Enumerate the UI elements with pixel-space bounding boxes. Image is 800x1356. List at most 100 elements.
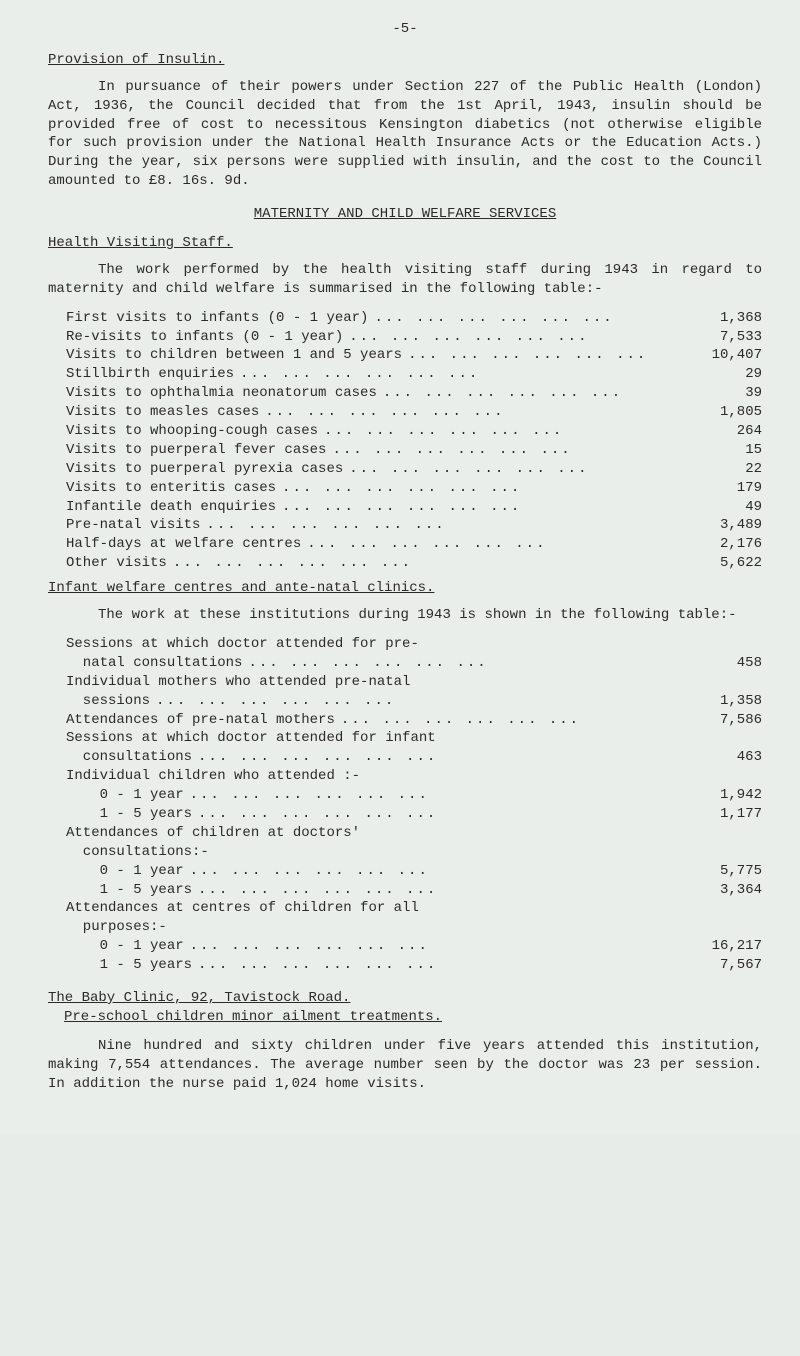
table-row: First visits to infants (0 - 1 year) ...… [66,309,762,328]
stat-value: 22 [702,460,762,479]
stat-label: First visits to infants (0 - 1 year) [66,309,368,328]
infant-welfare-table: Sessions at which doctor attended for pr… [66,635,762,975]
leader-dots: ... ... ... ... ... ... [343,328,702,347]
insulin-paragraph: In pursuance of their powers under Secti… [48,78,762,191]
table-row: 0 - 1 year ... ... ... ... ... ...16,217 [66,937,762,956]
stat-label: Attendances at centres of children for a… [66,899,419,918]
stat-label: Visits to children between 1 and 5 years [66,346,402,365]
table-row: Visits to enteritis cases ... ... ... ..… [66,479,762,498]
stat-value: 16,217 [702,937,762,956]
leader-dots: ... ... ... ... ... ... [184,862,702,881]
table-row: Attendances at centres of children for a… [66,899,762,918]
health-visiting-table: First visits to infants (0 - 1 year) ...… [66,309,762,573]
leader-dots: ... ... ... ... ... ... [167,554,702,573]
table-row: Individual mothers who attended pre-nata… [66,673,762,692]
table-row: 0 - 1 year ... ... ... ... ... ...1,942 [66,786,762,805]
stat-value: 39 [702,384,762,403]
table-row: Re-visits to infants (0 - 1 year) ... ..… [66,328,762,347]
table-row: Infantile death enquiries ... ... ... ..… [66,498,762,517]
stat-value: 3,364 [702,881,762,900]
leader-dots: ... ... ... ... ... ... [368,309,702,328]
table-row: 1 - 5 years ... ... ... ... ... ...7,567 [66,956,762,975]
leader-dots: ... ... ... ... ... ... [150,692,702,711]
stat-label: 1 - 5 years [66,956,192,975]
stat-label: purposes:- [66,918,167,937]
leader-dots: ... ... ... ... ... ... [234,365,702,384]
leader-dots: ... ... ... ... ... ... [276,479,702,498]
health-visiting-para: The work performed by the health visitin… [48,261,762,299]
stat-value: 264 [702,422,762,441]
stat-label: Visits to whooping-cough cases [66,422,318,441]
leader-dots: ... ... ... ... ... ... [192,805,702,824]
table-row: Visits to ophthalmia neonatorum cases ..… [66,384,762,403]
stat-value: 179 [702,479,762,498]
leader-dots: ... ... ... ... ... ... [377,384,702,403]
stat-label: Attendances of children at doctors' [66,824,360,843]
stat-label: Half-days at welfare centres [66,535,301,554]
table-row: Attendances of pre-natal mothers ... ...… [66,711,762,730]
stat-value: 1,805 [702,403,762,422]
table-row: Visits to puerperal fever cases ... ... … [66,441,762,460]
stat-label: 0 - 1 year [66,862,184,881]
baby-clinic-title-1: The Baby Clinic, 92, Tavistock Road. [48,990,350,1006]
stat-value: 7,586 [702,711,762,730]
stat-label: Sessions at which doctor attended for pr… [66,635,419,654]
table-row: Half-days at welfare centres ... ... ...… [66,535,762,554]
table-row: 0 - 1 year ... ... ... ... ... ...5,775 [66,862,762,881]
table-row: Pre-natal visits ... ... ... ... ... ...… [66,516,762,535]
stat-label: Visits to measles cases [66,403,259,422]
stat-value: 1,942 [702,786,762,805]
table-row: 1 - 5 years ... ... ... ... ... ...1,177 [66,805,762,824]
table-row: Other visits ... ... ... ... ... ...5,62… [66,554,762,573]
stat-label: Other visits [66,554,167,573]
table-row: Stillbirth enquiries ... ... ... ... ...… [66,365,762,384]
leader-dots: ... ... ... ... ... ... [192,956,702,975]
stat-label: Infantile death enquiries [66,498,276,517]
stat-value: 49 [702,498,762,517]
stat-label: Stillbirth enquiries [66,365,234,384]
stat-value: 1,177 [702,805,762,824]
leader-dots: ... ... ... ... ... ... [200,516,702,535]
table-row: Visits to puerperal pyrexia cases ... ..… [66,460,762,479]
leader-dots: ... ... ... ... ... ... [184,786,702,805]
stat-value: 2,176 [702,535,762,554]
stat-label: Attendances of pre-natal mothers [66,711,335,730]
maternity-title: MATERNITY AND CHILD WELFARE SERVICES [48,205,762,224]
stat-value: 3,489 [702,516,762,535]
stat-value: 1,358 [702,692,762,711]
health-visiting-title: Health Visiting Staff. [48,234,762,253]
stat-value: 5,775 [702,862,762,881]
stat-label: Visits to puerperal fever cases [66,441,326,460]
table-row: consultations:- [66,843,762,862]
leader-dots: ... ... ... ... ... ... [343,460,702,479]
leader-dots: ... ... ... ... ... ... [318,422,702,441]
infant-welfare-para: The work at these institutions during 19… [48,606,762,625]
leader-dots: ... ... ... ... ... ... [402,346,702,365]
leader-dots: ... ... ... ... ... ... [326,441,702,460]
table-row: Sessions at which doctor attended for in… [66,729,762,748]
leader-dots: ... ... ... ... ... ... [192,881,702,900]
stat-value: 7,567 [702,956,762,975]
stat-label: natal consultations [66,654,242,673]
leader-dots: ... ... ... ... ... ... [192,748,702,767]
stat-value: 29 [702,365,762,384]
leader-dots: ... ... ... ... ... ... [184,937,702,956]
stat-label: 1 - 5 years [66,881,192,900]
leader-dots: ... ... ... ... ... ... [242,654,702,673]
stat-value: 7,533 [702,328,762,347]
table-row: Individual children who attended :- [66,767,762,786]
stat-value: 1,368 [702,309,762,328]
stat-label: Pre-natal visits [66,516,200,535]
stat-value: 458 [702,654,762,673]
table-row: sessions ... ... ... ... ... ...1,358 [66,692,762,711]
baby-clinic-heading: The Baby Clinic, 92, Tavistock Road. Pre… [48,989,762,1027]
leader-dots: ... ... ... ... ... ... [259,403,702,422]
table-row: consultations ... ... ... ... ... ...463 [66,748,762,767]
leader-dots: ... ... ... ... ... ... [276,498,702,517]
section-title-insulin: Provision of Insulin. [48,51,762,70]
stat-value: 5,622 [702,554,762,573]
stat-label: 0 - 1 year [66,937,184,956]
table-row: Visits to children between 1 and 5 years… [66,346,762,365]
table-row: Visits to whooping-cough cases ... ... .… [66,422,762,441]
stat-label: Visits to puerperal pyrexia cases [66,460,343,479]
